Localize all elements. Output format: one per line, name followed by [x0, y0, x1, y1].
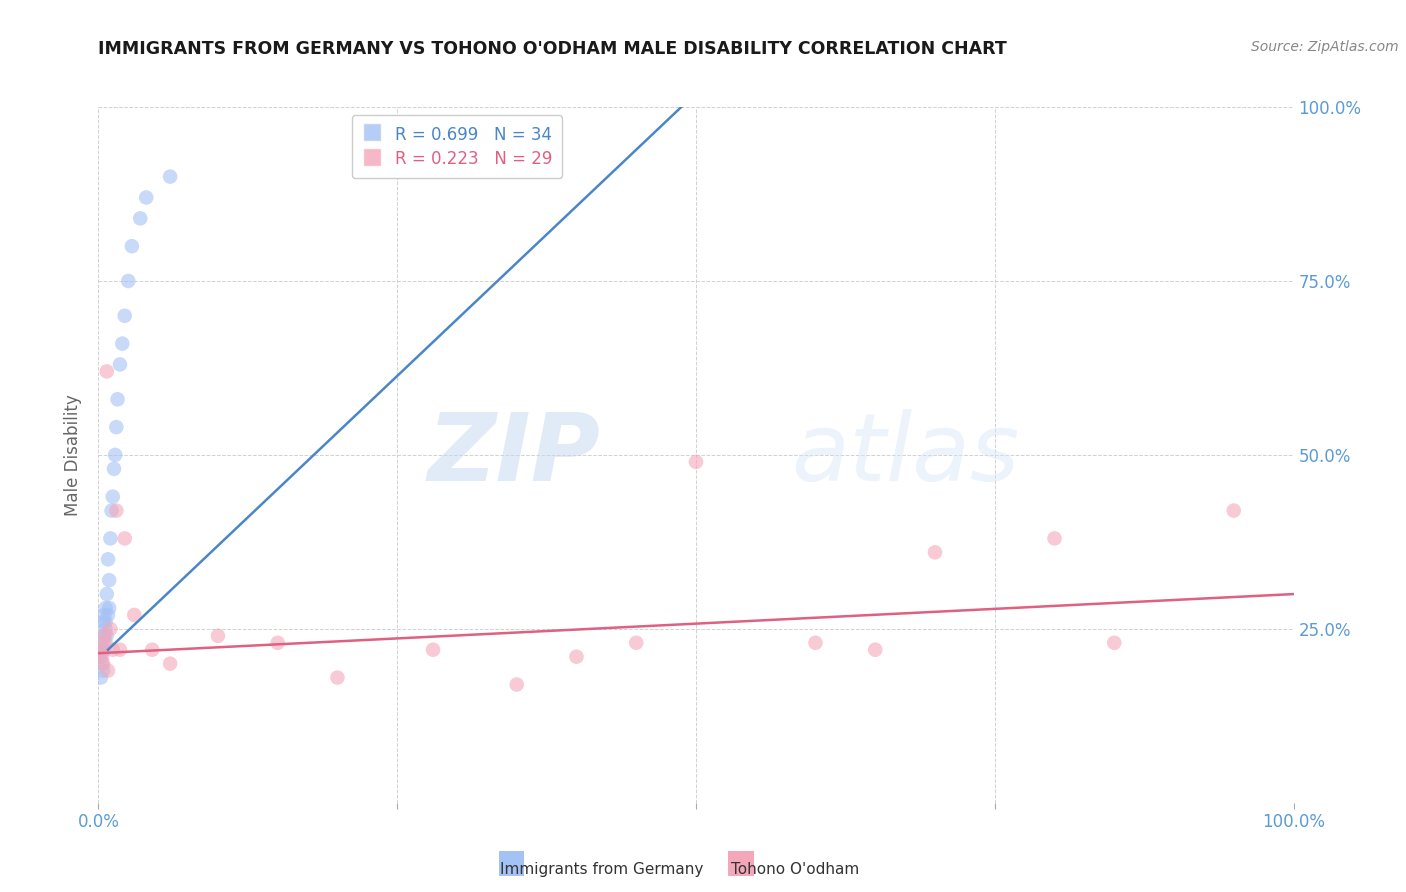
Legend: R = 0.699   N = 34, R = 0.223   N = 29: R = 0.699 N = 34, R = 0.223 N = 29 [352, 115, 562, 178]
Point [685, 455, 707, 469]
Text: atlas: atlas [792, 409, 1019, 500]
Point [124, 607, 146, 622]
Text: IMMIGRANTS FROM GERMANY VS TOHONO O'ODHAM MALE DISABILITY CORRELATION CHART: IMMIGRANTS FROM GERMANY VS TOHONO O'ODHA… [98, 40, 1007, 58]
Point [91, 636, 114, 650]
Point [90, 642, 112, 657]
Point [1043, 532, 1066, 546]
Point [94, 622, 117, 636]
Point [1104, 636, 1126, 650]
Point [121, 239, 143, 253]
Point [98, 573, 121, 587]
Point [804, 636, 827, 650]
Point [91, 615, 114, 629]
Point [96, 629, 118, 643]
Point [90, 671, 112, 685]
Text: Tohono O'odham: Tohono O'odham [731, 863, 859, 877]
Point [98, 601, 121, 615]
Point [93, 629, 115, 643]
Point [865, 642, 887, 657]
Point [105, 420, 128, 434]
Point [159, 169, 181, 184]
Point [100, 503, 122, 517]
Point [90, 649, 112, 664]
Text: Immigrants from Germany: Immigrants from Germany [499, 863, 703, 877]
Point [114, 532, 136, 546]
Text: Source: ZipAtlas.com: Source: ZipAtlas.com [1251, 40, 1399, 54]
Point [267, 636, 290, 650]
Point [101, 490, 124, 504]
Point [103, 462, 125, 476]
Point [1223, 503, 1246, 517]
Point [104, 448, 127, 462]
Point [94, 636, 117, 650]
Point [326, 671, 349, 685]
Point [108, 642, 131, 657]
Point [506, 677, 529, 691]
Point [94, 615, 117, 629]
Point [91, 649, 114, 664]
Point [91, 657, 114, 671]
Point [97, 552, 120, 566]
Point [108, 358, 131, 372]
Point [98, 532, 122, 546]
Point [159, 657, 181, 671]
Point [207, 629, 229, 643]
Point [141, 642, 163, 657]
Y-axis label: Male Disability: Male Disability [65, 394, 83, 516]
Point [626, 636, 648, 650]
Point [114, 309, 136, 323]
Point [111, 336, 134, 351]
Point [93, 607, 115, 622]
Point [101, 642, 124, 657]
Point [91, 664, 114, 678]
Point [93, 629, 115, 643]
Point [565, 649, 588, 664]
Point [93, 642, 115, 657]
Point [924, 545, 946, 559]
Point [105, 503, 128, 517]
Point [117, 274, 139, 288]
Point [107, 392, 129, 407]
Point [96, 587, 118, 601]
Point [96, 364, 118, 378]
Point [91, 642, 114, 657]
Text: ZIP: ZIP [427, 409, 600, 501]
Point [94, 601, 117, 615]
Point [97, 607, 120, 622]
Point [98, 622, 122, 636]
Point [135, 190, 157, 204]
Point [422, 642, 444, 657]
Point [97, 664, 120, 678]
Point [91, 657, 114, 671]
Point [129, 211, 152, 226]
